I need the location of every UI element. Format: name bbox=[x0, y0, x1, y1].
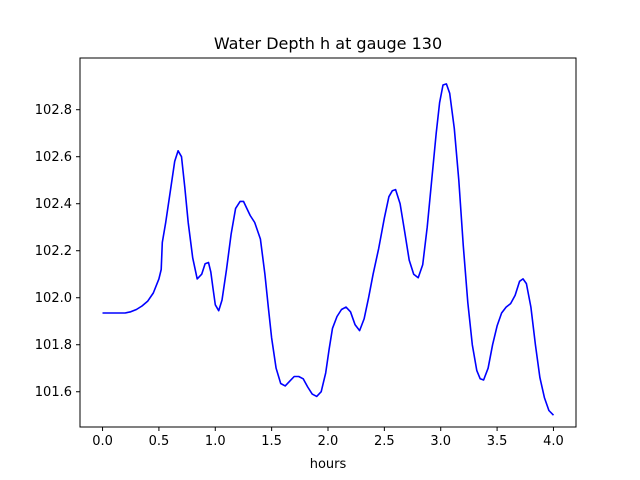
chart-title: Water Depth h at gauge 130 bbox=[214, 34, 442, 53]
ticks-layer: 0.0 0.5 1.0 1.5 2.0 2.5 3.0 3.5 4.0 101.6 101.8 102… bbox=[35, 103, 564, 449]
y-tick-label: 102.8 bbox=[35, 103, 72, 118]
series-line bbox=[102, 83, 555, 416]
x-tick-label: 3.0 bbox=[430, 434, 451, 449]
y-tick-label: 102.2 bbox=[35, 244, 72, 259]
y-tick-label: 102.0 bbox=[35, 291, 72, 306]
x-tick-label: 0.0 bbox=[92, 434, 113, 449]
x-tick-label: 3.5 bbox=[487, 434, 508, 449]
x-tick-label: 2.5 bbox=[374, 434, 395, 449]
y-tick-label: 102.6 bbox=[35, 150, 72, 165]
x-axis-label: hours bbox=[310, 457, 347, 472]
y-tick-label: 102.4 bbox=[35, 197, 72, 212]
y-tick-label: 101.6 bbox=[35, 385, 72, 400]
x-tick-label: 0.5 bbox=[149, 434, 170, 449]
x-tick-label: 1.5 bbox=[261, 434, 282, 449]
plot-frame bbox=[79, 57, 577, 428]
y-tick-label: 101.8 bbox=[35, 338, 72, 353]
x-tick-label: 2.0 bbox=[318, 434, 339, 449]
x-tick-label: 4.0 bbox=[543, 434, 564, 449]
x-tick-label: 1.0 bbox=[205, 434, 226, 449]
